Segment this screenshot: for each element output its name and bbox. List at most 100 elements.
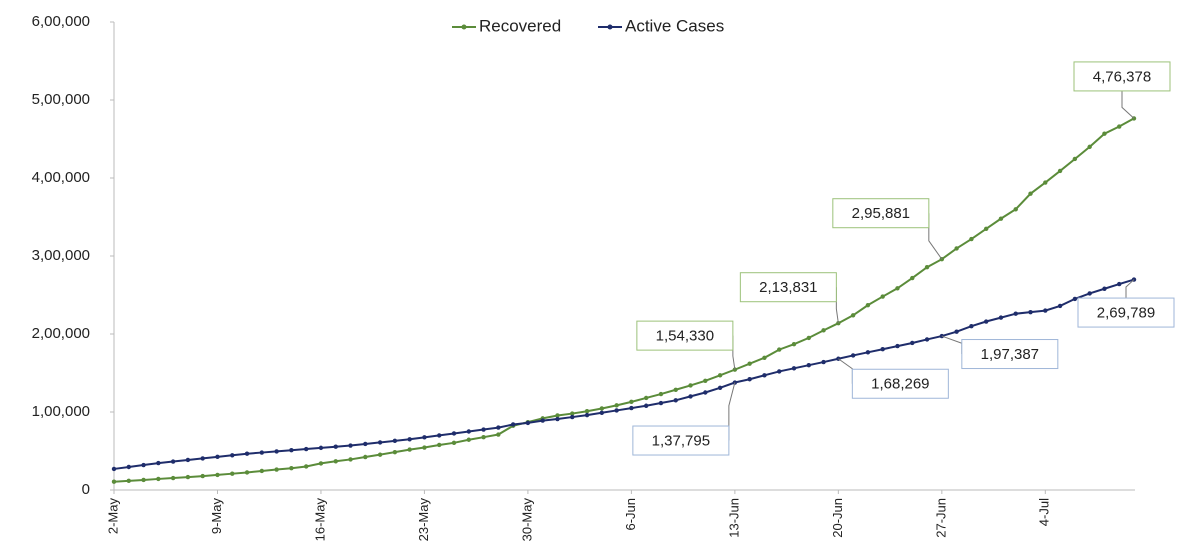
- data-label: 2,69,789: [1097, 305, 1155, 322]
- data-point: [274, 449, 279, 454]
- data-point: [392, 449, 398, 455]
- data-point: [762, 355, 767, 360]
- data-point: [496, 425, 501, 430]
- data-point: [377, 440, 383, 445]
- data-point: [1043, 308, 1048, 313]
- data-point: [185, 474, 191, 480]
- data-point: [259, 450, 265, 455]
- label-box: [832, 198, 930, 229]
- data-point: [200, 473, 205, 479]
- data-point: [880, 347, 885, 352]
- data-point: [333, 459, 338, 464]
- y-tick-label: 5,00,000: [32, 91, 90, 108]
- data-point: [215, 454, 220, 460]
- data-point: [451, 431, 457, 436]
- data-point: [170, 459, 176, 464]
- data-point: [422, 435, 427, 440]
- data-point: [111, 479, 117, 484]
- data-point: [643, 395, 649, 401]
- x-tick-label: 4-Jul: [1037, 498, 1052, 526]
- x-tick-label: 23-May: [416, 498, 431, 542]
- data-point: [673, 398, 678, 403]
- data-point: [156, 460, 161, 466]
- data-point: [363, 441, 368, 447]
- data-point: [141, 462, 146, 468]
- data-point: [791, 366, 797, 371]
- series-line: [113, 117, 1135, 483]
- data-point: [570, 414, 575, 420]
- leader-line: [941, 335, 963, 355]
- data-point: [333, 444, 338, 449]
- data-point: [141, 477, 146, 483]
- data-point: [200, 456, 205, 461]
- data-point: [998, 216, 1004, 221]
- data-point: [111, 466, 117, 472]
- x-tick-label: 2-May: [105, 498, 120, 535]
- data-point: [510, 422, 516, 427]
- data-label: 1,54,330: [656, 328, 714, 345]
- data-label: 4,76,378: [1093, 68, 1151, 85]
- legend-marker: [461, 24, 467, 30]
- data-point: [244, 451, 250, 456]
- data-point: [156, 476, 161, 482]
- data-point: [777, 369, 782, 374]
- data-point: [1072, 296, 1078, 302]
- data-point: [481, 435, 486, 440]
- data-label: 1,68,269: [871, 376, 929, 393]
- data-point: [599, 406, 605, 411]
- data-point: [614, 403, 619, 408]
- data-point: [806, 363, 811, 368]
- data-point: [126, 478, 131, 484]
- y-tick-label: 0: [82, 481, 90, 498]
- x-tick-label: 16-May: [312, 498, 327, 542]
- leader-line: [1121, 90, 1135, 119]
- data-point: [747, 377, 752, 382]
- legend-label: Active Cases: [625, 16, 724, 35]
- data-point: [407, 447, 412, 452]
- data-point: [1057, 303, 1063, 309]
- data-point: [230, 453, 235, 458]
- data-point: [865, 350, 871, 355]
- data-point: [629, 399, 634, 405]
- x-tick-label: 6-Jun: [623, 498, 638, 531]
- data-point: [983, 319, 989, 324]
- data-point: [983, 226, 989, 232]
- data-point: [496, 432, 501, 437]
- label-box: [851, 368, 949, 399]
- data-point: [1043, 180, 1048, 185]
- data-point: [717, 373, 723, 378]
- data-point: [540, 418, 545, 423]
- data-point: [747, 361, 752, 366]
- data-point: [348, 443, 353, 448]
- data-point: [1028, 191, 1033, 196]
- x-tick-label: 20-Jun: [830, 498, 845, 538]
- data-point: [451, 440, 457, 446]
- data-point: [274, 467, 279, 472]
- data-point: [318, 445, 324, 451]
- data-point: [703, 390, 708, 395]
- data-point: [407, 437, 412, 442]
- data-point: [821, 328, 826, 333]
- data-point: [777, 347, 782, 352]
- data-point: [880, 294, 885, 299]
- data-point: [170, 475, 176, 481]
- leader-line: [1125, 279, 1135, 299]
- data-point: [599, 410, 605, 415]
- leader-line: [728, 382, 736, 441]
- data-point: [570, 411, 575, 416]
- data-point: [437, 433, 442, 438]
- data-point: [1117, 281, 1122, 287]
- data-point: [969, 324, 974, 329]
- data-point: [525, 420, 531, 426]
- data-point: [969, 236, 974, 242]
- data-point: [895, 286, 900, 291]
- data-label: 2,13,831: [759, 279, 817, 296]
- data-point: [1028, 309, 1033, 315]
- data-point: [230, 471, 235, 476]
- data-point: [244, 470, 250, 475]
- data-point: [865, 302, 871, 308]
- data-point: [289, 466, 294, 471]
- data-point: [1013, 311, 1018, 316]
- data-point: [954, 329, 959, 334]
- data-point: [806, 335, 811, 341]
